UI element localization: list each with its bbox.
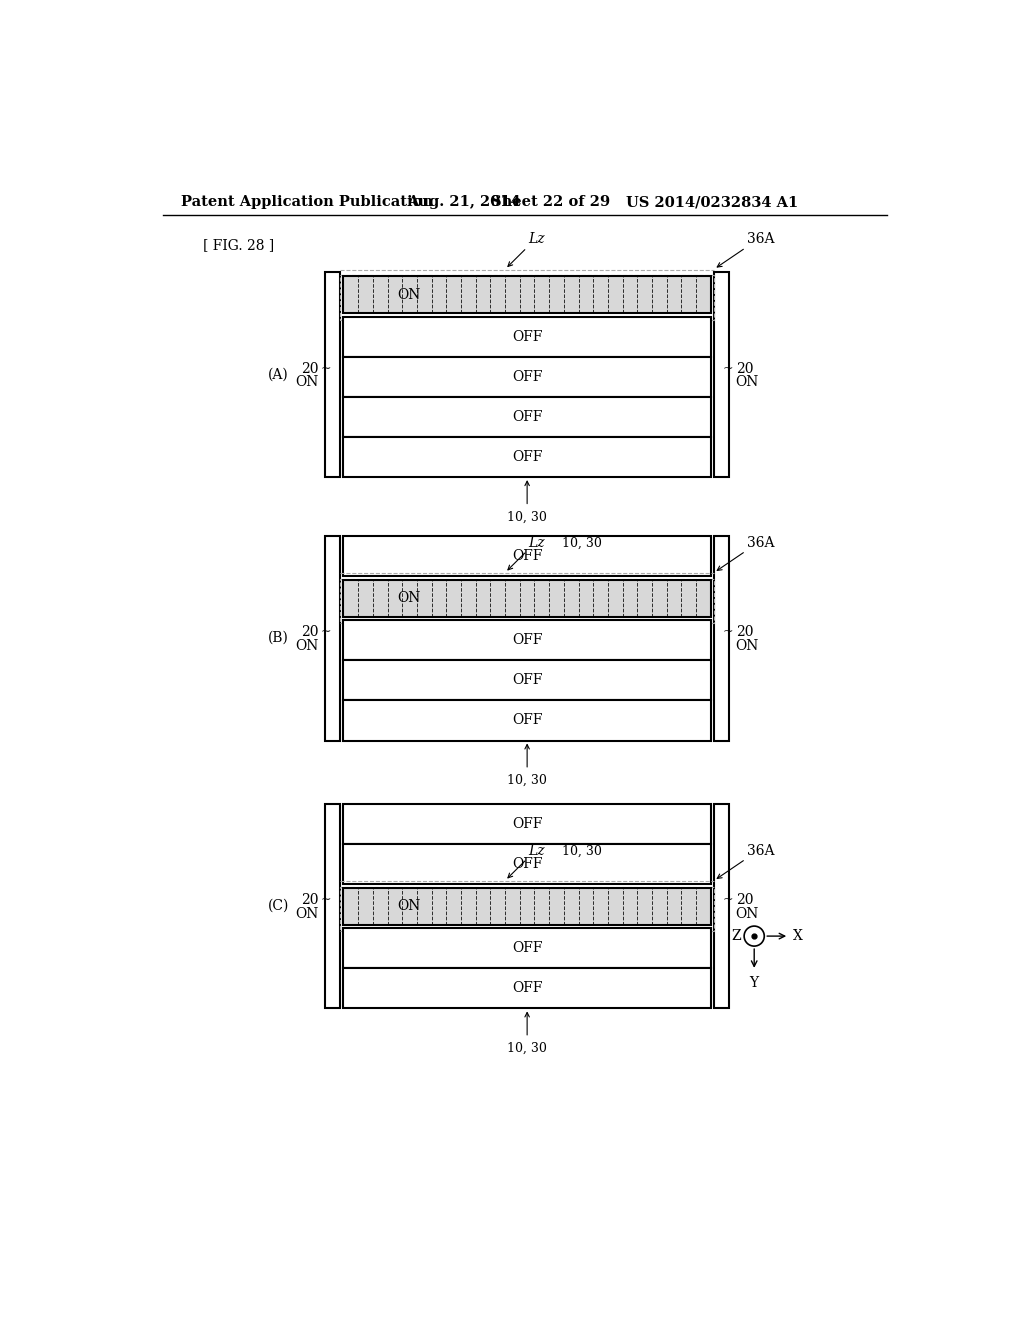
Bar (343, 701, 711, 741)
Text: OFF: OFF (512, 941, 543, 956)
Bar (343, 620, 711, 660)
Bar (340, 578, 714, 623)
Text: ON: ON (295, 639, 318, 653)
Text: OFF: OFF (512, 330, 543, 345)
Text: OFF: OFF (512, 549, 543, 562)
Text: OFF: OFF (512, 634, 543, 647)
Bar (343, 276, 711, 313)
Bar (343, 437, 711, 478)
Bar (343, 397, 711, 437)
Text: Aug. 21, 2014: Aug. 21, 2014 (407, 195, 520, 210)
Text: 20: 20 (735, 362, 753, 376)
Text: ~: ~ (723, 626, 733, 639)
Text: Lz: Lz (528, 536, 545, 549)
Bar (343, 969, 711, 1008)
Text: ON: ON (735, 907, 759, 921)
Text: 36A: 36A (748, 843, 775, 858)
Bar (325, 272, 340, 478)
Text: 20: 20 (301, 362, 318, 376)
Text: ON: ON (295, 375, 318, 389)
Text: (B): (B) (268, 631, 289, 645)
Text: Patent Application Publication: Patent Application Publication (180, 195, 433, 210)
Text: OFF: OFF (512, 982, 543, 995)
Text: 36A: 36A (748, 232, 775, 246)
Text: OFF: OFF (512, 714, 543, 727)
Text: ~: ~ (321, 626, 332, 639)
Text: ON: ON (295, 907, 318, 921)
Text: 20: 20 (301, 892, 318, 907)
Bar (343, 804, 711, 843)
Text: ~: ~ (723, 894, 733, 907)
Bar (714, 272, 729, 478)
Text: ~: ~ (321, 362, 332, 375)
Text: 10, 30: 10, 30 (507, 774, 547, 787)
Text: OFF: OFF (512, 817, 543, 830)
Text: US 2014/0232834 A1: US 2014/0232834 A1 (626, 195, 798, 210)
Text: 10, 30: 10, 30 (561, 845, 601, 858)
Text: OFF: OFF (512, 450, 543, 465)
Text: 20: 20 (735, 892, 753, 907)
Text: ON: ON (397, 591, 421, 605)
Text: 20: 20 (735, 624, 753, 639)
Text: X: X (793, 929, 803, 942)
Bar (340, 887, 714, 932)
Text: 10, 30: 10, 30 (507, 1041, 547, 1055)
Text: OFF: OFF (512, 857, 543, 871)
Text: ~: ~ (723, 362, 733, 375)
Bar (714, 536, 729, 741)
Bar (343, 579, 711, 616)
Text: 20: 20 (301, 624, 318, 639)
Text: Lz: Lz (528, 232, 545, 246)
Text: ON: ON (735, 375, 759, 389)
Text: ON: ON (735, 639, 759, 653)
Text: ON: ON (397, 899, 421, 913)
Text: ON: ON (397, 288, 421, 302)
Bar (343, 843, 711, 884)
Text: [ FIG. 28 ]: [ FIG. 28 ] (203, 238, 274, 252)
Text: 36A: 36A (748, 536, 775, 549)
Bar (340, 276, 714, 321)
Bar (343, 358, 711, 397)
Text: OFF: OFF (512, 673, 543, 688)
Bar (343, 317, 711, 358)
Text: Sheet 22 of 29: Sheet 22 of 29 (490, 195, 610, 210)
Bar (343, 887, 711, 924)
Text: Lz: Lz (528, 843, 545, 858)
Bar (714, 804, 729, 1008)
Text: OFF: OFF (512, 370, 543, 384)
Text: (C): (C) (267, 899, 289, 913)
Text: 10, 30: 10, 30 (507, 511, 547, 523)
Bar (343, 660, 711, 701)
Text: 10, 30: 10, 30 (561, 536, 601, 549)
Text: ~: ~ (321, 894, 332, 907)
Text: Z: Z (731, 929, 741, 942)
Text: (A): (A) (268, 368, 289, 381)
Bar (343, 928, 711, 969)
Text: Y: Y (750, 977, 759, 990)
Bar (343, 536, 711, 576)
Bar (325, 804, 340, 1008)
Text: OFF: OFF (512, 411, 543, 424)
Bar (325, 536, 340, 741)
